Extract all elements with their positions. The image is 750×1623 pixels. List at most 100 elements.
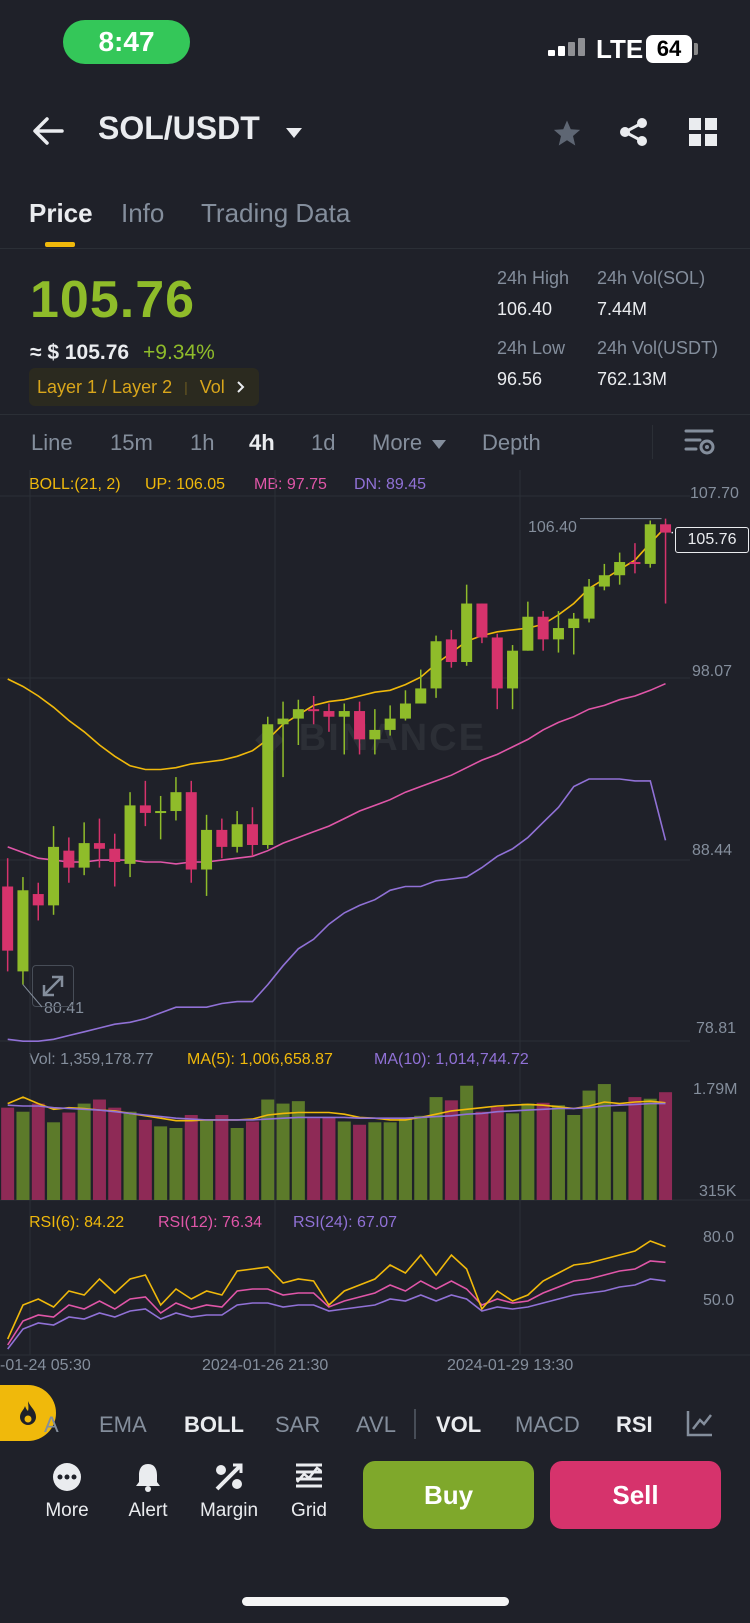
pair-title[interactable]: SOL/USDT (98, 110, 260, 146)
volume-bar (169, 1128, 183, 1200)
approx-price: ≈ $ 105.76 (30, 341, 130, 364)
candle-body (32, 894, 44, 906)
timeframe-1h[interactable]: 1h (190, 430, 215, 455)
grid-menu-icon[interactable] (689, 118, 717, 151)
kline-chart[interactable] (0, 0, 750, 1390)
buy-button[interactable]: Buy (363, 1461, 534, 1529)
candle-body (109, 848, 121, 862)
candle-body (78, 843, 90, 868)
candle-body (246, 824, 258, 845)
timeframe-depth[interactable]: Depth (482, 430, 541, 455)
battery-icon: 64 (646, 35, 692, 63)
timeframe-line[interactable]: Line (31, 430, 73, 455)
time-axis-label: 2024-01-29 13:30 (447, 1357, 574, 1374)
tag-vol-label: Vol (199, 376, 225, 397)
indicator-avl[interactable]: AVL (356, 1412, 396, 1437)
pair-dropdown-icon[interactable] (285, 126, 303, 144)
margin-button[interactable]: Margin (189, 1462, 269, 1522)
timeframe-4h[interactable]: 4h (249, 430, 275, 455)
chevron-right-icon (237, 377, 245, 398)
home-indicator (242, 1597, 509, 1606)
expand-chart-icon[interactable] (32, 965, 74, 1007)
volume-bar (506, 1113, 520, 1200)
price-axis-label: 88.44 (692, 842, 733, 859)
rsi6-line (6, 1240, 666, 1340)
rsi-axis-label: 50.0 (703, 1292, 735, 1309)
more-dots-icon (53, 1463, 81, 1491)
volume-bar (567, 1114, 581, 1200)
volume-bar (92, 1099, 106, 1200)
vol-legend-value: Vol: 1,359,178.77 (29, 1051, 154, 1068)
volume-bar (628, 1097, 642, 1200)
volume-bar (291, 1101, 305, 1200)
indicator-settings-icon[interactable] (685, 1408, 715, 1443)
volume-bar (521, 1103, 535, 1200)
timeframe-1d[interactable]: 1d (311, 430, 336, 455)
share-icon[interactable] (619, 117, 649, 152)
time-axis-label: 2024-01-26 21:30 (202, 1357, 329, 1374)
volume-bar (322, 1117, 336, 1200)
boll-legend-name: BOLL:(21, 2) (29, 476, 121, 493)
candle-body (522, 616, 534, 651)
timeframe-15m[interactable]: 15m (110, 430, 153, 455)
volume-bar (108, 1107, 122, 1200)
timeframe-more[interactable]: More (372, 430, 423, 455)
candle-body (461, 603, 473, 663)
network-label: LTE (596, 34, 644, 64)
candle-body (63, 850, 75, 868)
sell-button[interactable]: Sell (550, 1461, 721, 1529)
more-button[interactable]: More (27, 1462, 107, 1522)
indicator-boll[interactable]: BOLL (184, 1412, 244, 1437)
indicator-vol[interactable]: VOL (436, 1412, 482, 1437)
volume-bar (383, 1122, 397, 1200)
high-label: 24h High (497, 268, 570, 288)
volume-bar (31, 1103, 45, 1200)
candle-body (369, 729, 381, 740)
candle-body (17, 890, 29, 972)
indicator-rsi[interactable]: RSI (616, 1412, 653, 1437)
volume-bar (307, 1118, 321, 1200)
boll-lower-line (7, 778, 667, 1042)
candle-body (491, 637, 503, 689)
candle-body (568, 618, 580, 629)
candle-body (93, 843, 105, 849)
grid-bot-icon (296, 1463, 322, 1488)
time-axis-label: -01-24 05:30 (0, 1357, 91, 1374)
quick-action-fab[interactable] (0, 1385, 56, 1441)
volume-bar (337, 1121, 351, 1200)
candle-body (338, 711, 350, 717)
volume-bar (245, 1121, 259, 1200)
last-price: 105.76 (30, 271, 196, 329)
back-arrow-icon[interactable] (32, 116, 64, 151)
volume-bar (47, 1122, 61, 1200)
indicator-macd[interactable]: MACD (515, 1412, 580, 1437)
rsi24-line (7, 1278, 666, 1350)
tab-trading-data[interactable]: Trading Data (201, 198, 351, 228)
indicator-ema[interactable]: EMA (99, 1412, 147, 1437)
price-axis-label: 78.81 (696, 1020, 737, 1037)
candle-body (629, 562, 641, 565)
volume-bar (123, 1111, 137, 1200)
bell-icon (136, 1464, 160, 1492)
tab-price[interactable]: Price (29, 198, 93, 228)
candle-body (507, 650, 519, 689)
volume-bar (613, 1111, 627, 1200)
grid-button[interactable]: Grid (269, 1462, 349, 1522)
chart-settings-icon[interactable] (684, 427, 716, 462)
alert-button[interactable]: Alert (108, 1462, 188, 1522)
candle-body (185, 792, 197, 870)
volume-bar (200, 1119, 214, 1200)
candle-body (598, 575, 610, 587)
vol-usdt-value: 762.13M (597, 369, 668, 389)
indicator-sar[interactable]: SAR (275, 1412, 321, 1437)
candle-body (323, 711, 335, 717)
volume-bar (659, 1092, 673, 1200)
active-tab-indicator (45, 242, 75, 247)
category-tag[interactable]: Layer 1 / Layer 2 | Vol (29, 368, 259, 406)
candle-body (644, 524, 656, 564)
indicator-ma[interactable]: A (44, 1412, 59, 1437)
favorite-star-icon[interactable] (552, 118, 582, 153)
tab-info[interactable]: Info (121, 198, 165, 228)
more-dropdown-icon[interactable] (431, 437, 447, 455)
tag-category-label: Layer 1 / Layer 2 (37, 376, 173, 397)
